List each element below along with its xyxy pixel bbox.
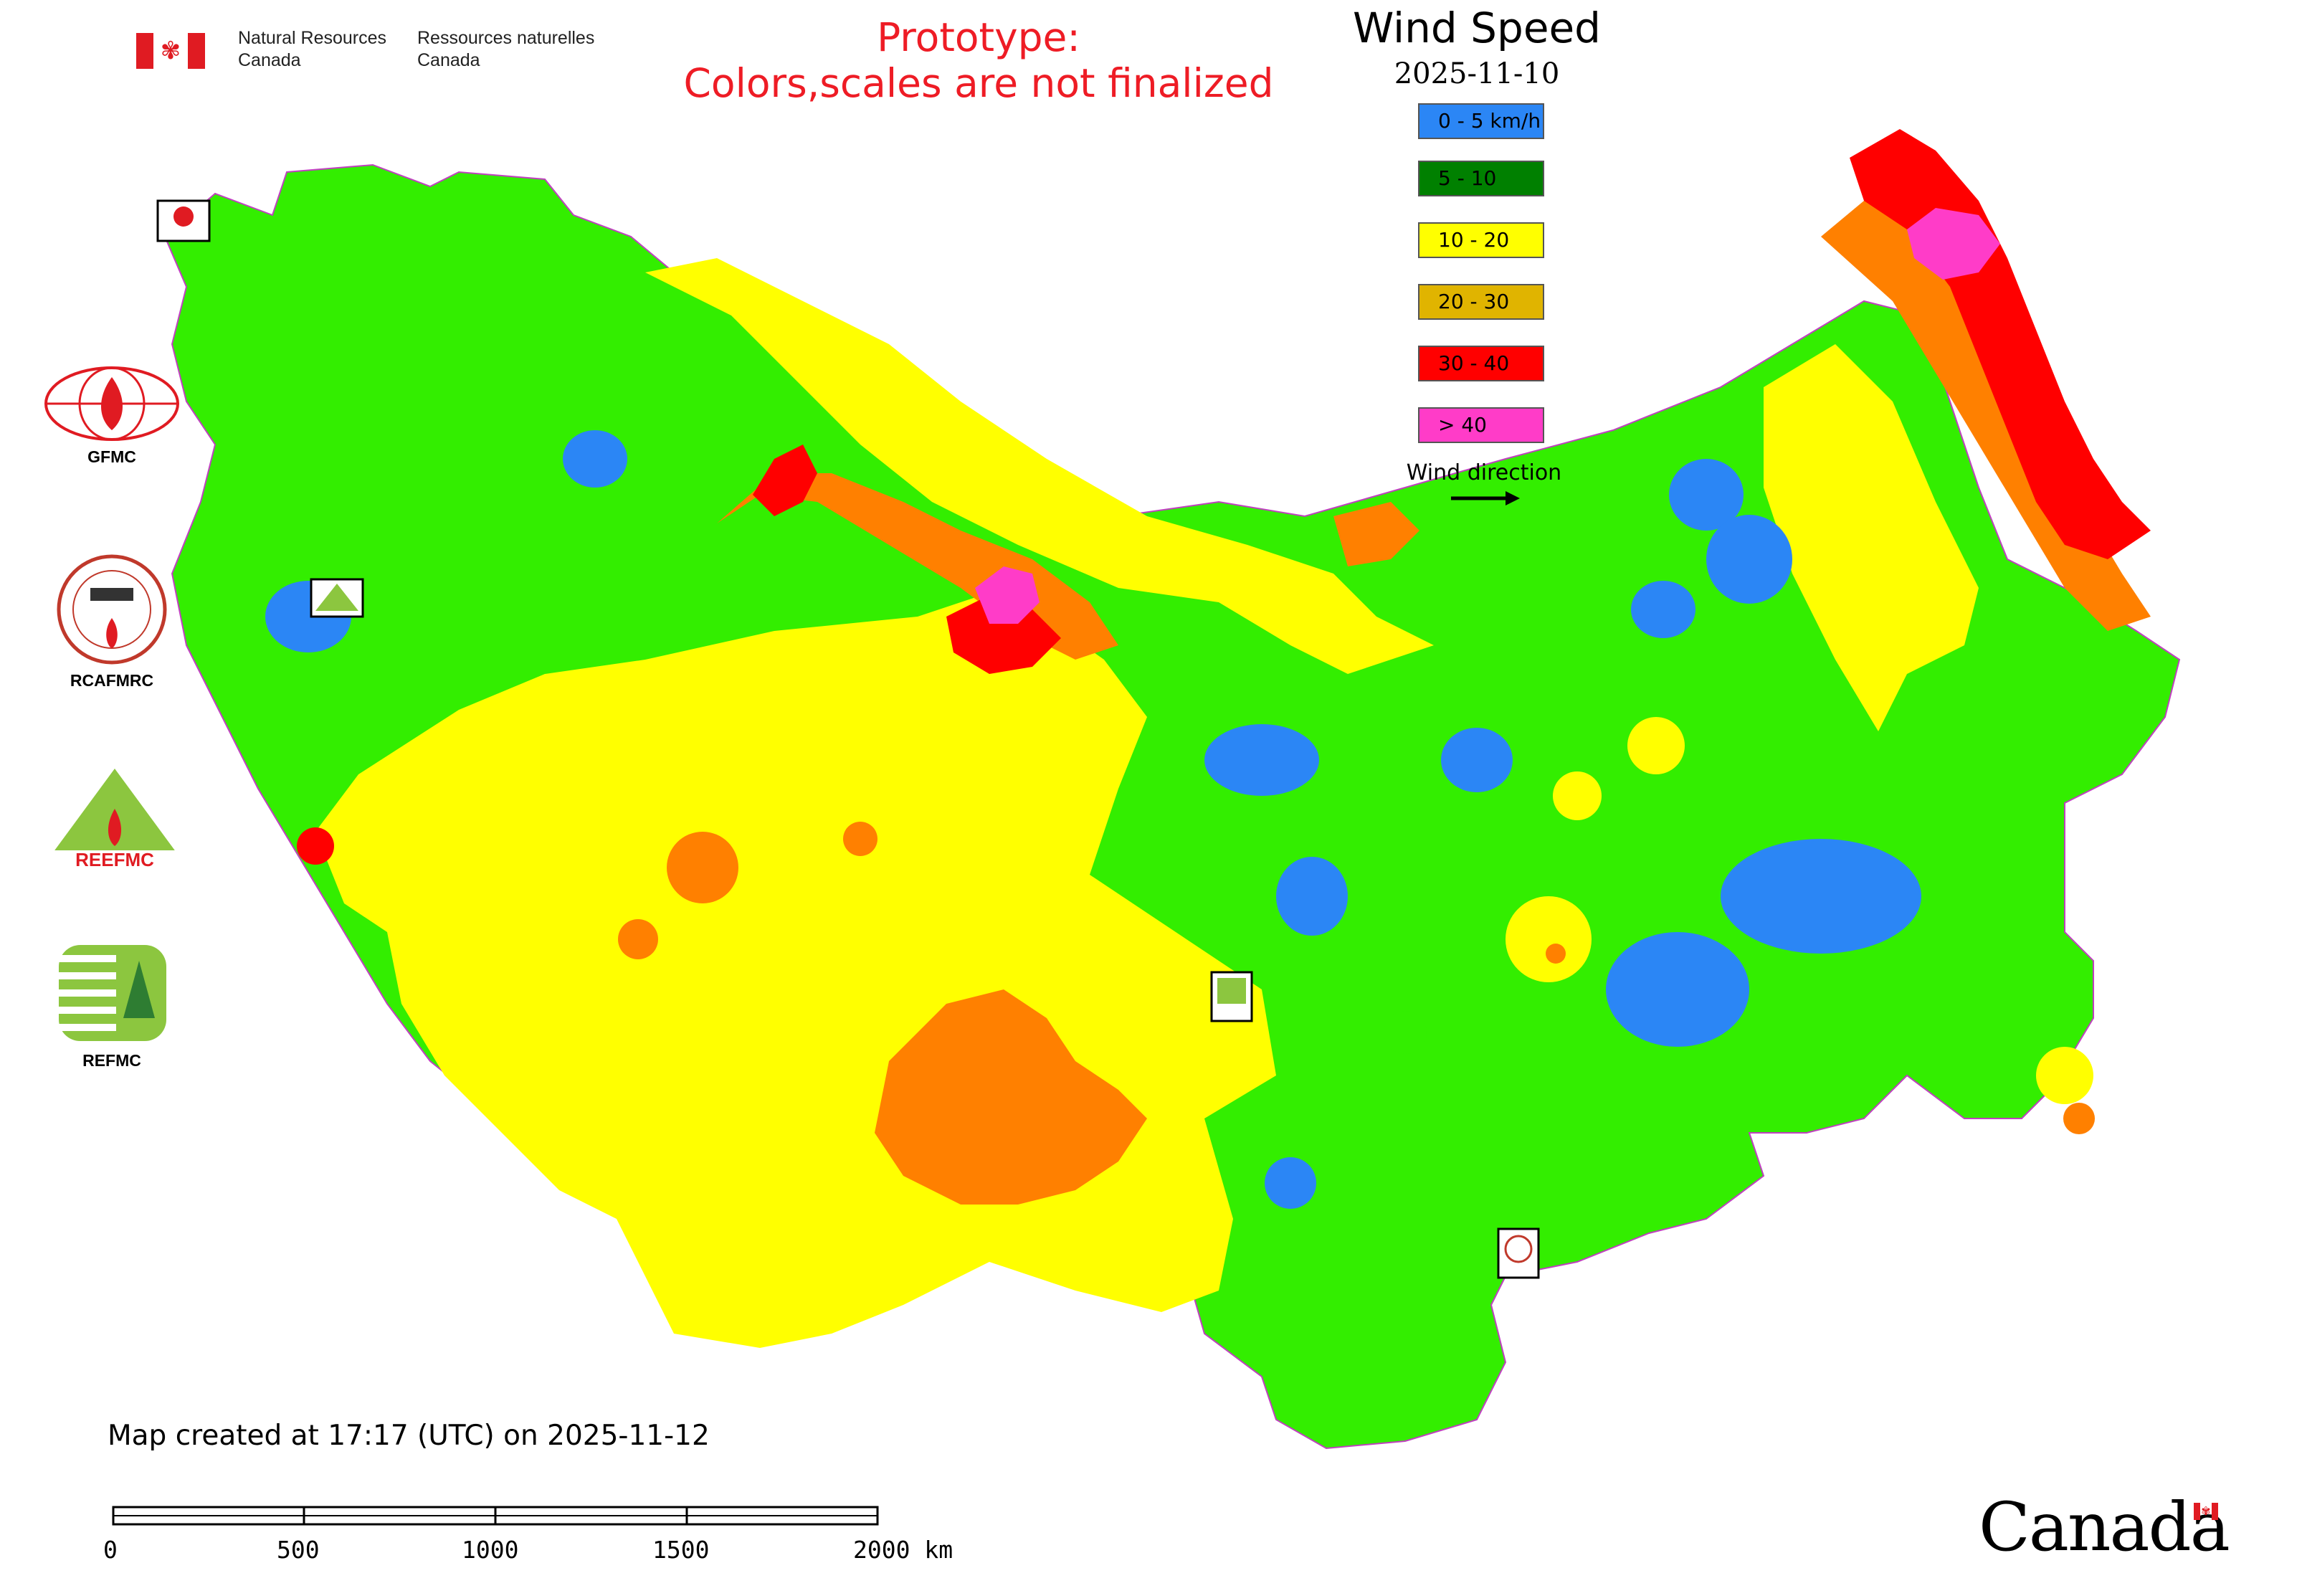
blue-zone — [1204, 724, 1319, 796]
canada-wordmark: Canada — [1979, 1488, 2230, 1567]
yellow-zone-north — [645, 258, 1434, 674]
legend-swatch-over-40: > 40 — [1418, 407, 1544, 443]
rcafmrc-marker-icon[interactable] — [1497, 1227, 1540, 1279]
rcafmrc-logo-icon — [57, 554, 167, 665]
yellow-zone-east — [1764, 344, 1979, 731]
legend-swatch-20-30: 20 - 30 — [1418, 284, 1544, 320]
blue-zone — [1441, 728, 1513, 792]
scale-label-0: 0 — [103, 1536, 118, 1564]
refmc-logo-icon — [59, 945, 166, 1041]
prototype-line-1: Prototype: — [877, 14, 1080, 60]
refmc-logo-label: REFMC — [82, 1051, 141, 1070]
legend-swatch-0-5: 0 - 5 km/h — [1418, 103, 1544, 139]
legend-swatch-5-10: 5 - 10 — [1418, 161, 1544, 196]
signature-french: Ressources naturelles Canada — [417, 28, 595, 70]
green-spot — [1384, 1011, 1427, 1054]
orange-zone-central — [875, 989, 1147, 1205]
scale-bar-graphic — [112, 1506, 879, 1526]
government-signature: ✾ Natural Resources Canada Ressources na… — [136, 27, 638, 77]
legend-swatch-30-40: 30 - 40 — [1418, 346, 1544, 381]
blue-zone — [1265, 1157, 1316, 1209]
red-spot — [297, 827, 334, 865]
rcafmrc-logo-label: RCAFMRC — [70, 671, 154, 690]
canada-flag-icon: ✾ — [136, 33, 205, 69]
reefmc-marker-icon[interactable] — [310, 578, 364, 618]
station-markers — [156, 199, 1540, 1279]
orange-zone-far-east — [1333, 502, 1419, 566]
map-created-timestamp: Map created at 17:17 (UTC) on 2025-11-12 — [108, 1420, 710, 1452]
refmc-logo: REFMC — [47, 939, 176, 1070]
prototype-notice: Prototype: Colors,scales are not finaliz… — [645, 14, 1312, 106]
legend-date: 2025-11-10 — [1394, 57, 1560, 90]
magenta-zone-north — [975, 566, 1040, 624]
gfmc-logo-label: GFMC — [87, 447, 136, 466]
canada-wordmark-flag-icon: ✾ — [2194, 1503, 2218, 1520]
yellow-spot — [1506, 896, 1592, 982]
reefmc-logo-icon: REEFMC — [36, 769, 194, 870]
blue-zone — [1669, 459, 1744, 531]
svg-text:REEFMC: REEFMC — [75, 849, 154, 870]
legend-title: Wind Speed — [1352, 4, 1602, 52]
scale-label-1500: 1500 — [652, 1536, 710, 1564]
blue-zone — [1606, 932, 1749, 1047]
yellow-spot — [1553, 771, 1602, 820]
legend-swatch-10-20: 10 - 20 — [1418, 222, 1544, 258]
blue-zone — [1631, 581, 1695, 638]
orange-spot — [1546, 944, 1566, 964]
scale-label-500: 500 — [277, 1536, 320, 1564]
blue-zone — [1276, 857, 1348, 936]
blue-zone — [1706, 515, 1792, 604]
gfmc-marker-icon[interactable] — [156, 199, 211, 242]
rcafmrc-logo: RCAFMRC — [47, 552, 176, 690]
wind-direction-label: Wind direction — [1406, 460, 1562, 485]
magenta-zone-east — [1907, 208, 2000, 280]
signature-english: Natural Resources Canada — [238, 28, 387, 70]
refmc-marker-icon[interactable] — [1210, 971, 1253, 1022]
orange-spot — [618, 919, 658, 959]
scale-label-2000: 2000 km — [853, 1536, 953, 1564]
reefmc-logo: REEFMC — [36, 766, 194, 878]
wind-direction-arrow-icon — [1451, 491, 1520, 505]
scale-label-1000: 1000 — [462, 1536, 519, 1564]
gfmc-logo-icon — [44, 366, 179, 441]
red-zone-north — [946, 595, 1061, 674]
scale-bar: 0 500 1000 1500 2000 km — [103, 1498, 968, 1564]
gfmc-logo: GFMC — [40, 364, 184, 467]
orange-spot — [667, 832, 738, 903]
orange-spot — [843, 822, 877, 856]
yellow-spot — [1627, 717, 1685, 774]
map-landmass — [163, 129, 2181, 1450]
yellow-spot — [2036, 1047, 2093, 1104]
orange-spot — [2063, 1103, 2095, 1134]
prototype-line-2: Colors,scales are not finalized — [683, 60, 1274, 106]
blue-zone — [1721, 839, 1921, 954]
blue-zone — [563, 430, 627, 488]
red-zone-northwest — [753, 445, 817, 516]
